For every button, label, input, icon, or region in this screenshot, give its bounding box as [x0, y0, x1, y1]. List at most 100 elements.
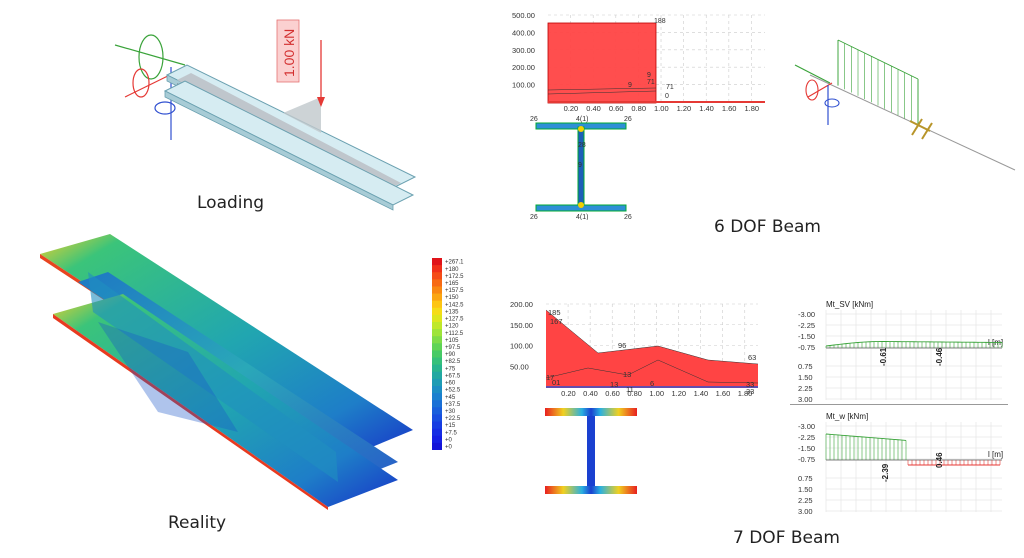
- chart-6dof-y-tick: 100.00: [512, 81, 535, 90]
- mt-w-value-2: 0.46: [935, 452, 944, 468]
- chart-7dof-x-tick: 1.00: [649, 389, 664, 398]
- caption-loading: Loading: [197, 193, 265, 213]
- chart-7dof-point-label: 17: [546, 373, 554, 382]
- section-6dof-label: 26: [530, 214, 538, 220]
- legend-value: +75: [445, 366, 456, 372]
- legend-swatch: [432, 336, 442, 344]
- legend-swatch: [432, 364, 442, 373]
- chart-7dof-x-tick: 1.40: [694, 389, 709, 398]
- legend-swatch: [432, 350, 442, 359]
- chart-7dof-point-label: 33: [746, 380, 754, 389]
- chart-7dof-x-tick: 0.40: [583, 389, 598, 398]
- legend-value: +0: [445, 445, 453, 450]
- legend-swatch: [432, 258, 442, 266]
- legend-swatch: [432, 272, 442, 280]
- chart-7dof: 0.20 0.40 0.60 0.80 1.00 1.20 1.40 1.60 1.80 200.…: [510, 300, 759, 398]
- chart-6dof-x-tick: 0.80: [631, 104, 646, 113]
- legend-value: +45: [445, 395, 456, 401]
- chart-6dof-area: [548, 23, 656, 103]
- caption-6dof: 6 DOF Beam: [714, 217, 821, 237]
- chart-6dof-x-tick: 0.20: [564, 104, 579, 113]
- mt-sv-y-tick: 2.25: [798, 384, 813, 393]
- mt-w-axis: l [m]: [988, 450, 1003, 459]
- legend-swatch: [432, 378, 442, 387]
- legend-value: +120: [445, 324, 459, 330]
- chart-6dof-x-tick: 1.80: [744, 104, 759, 113]
- mt-w-y-tick: -3.00: [798, 422, 815, 431]
- mt-w-value-1: -2.39: [881, 463, 890, 482]
- point-load: 1.00 kN: [276, 19, 325, 133]
- chart-7dof-x-tick: 1.20: [672, 389, 687, 398]
- legend-value: +135: [445, 309, 459, 315]
- legend-swatch: [432, 307, 442, 316]
- mt-sv-y-tick: -1.50: [798, 332, 815, 341]
- chart-6dof-x-tick: 1.60: [722, 104, 737, 113]
- chart-6dof: 0.20 0.40 0.60 0.80 1.00 1.20 1.40 1.60 1.80 500.…: [512, 11, 765, 113]
- legend-swatch: [432, 407, 442, 415]
- chart-6dof-point-label: 71: [666, 84, 674, 91]
- chart-7dof-point-label: 33: [746, 387, 754, 396]
- legend-swatch: [432, 435, 442, 444]
- legend-swatch: [432, 265, 442, 273]
- legend-swatch: [432, 343, 442, 351]
- section-6dof-label: 4(1): [576, 116, 588, 123]
- legend-value: +112.5: [445, 331, 464, 337]
- legend-swatch: [432, 293, 442, 302]
- legend-swatch: [432, 286, 442, 295]
- section-6dof-label: 26: [624, 116, 632, 123]
- mt-w-y-tick: -2.25: [798, 433, 815, 442]
- legend-value: +142.5: [445, 302, 464, 308]
- legend-swatch: [432, 329, 442, 337]
- chart-mt-w: -3.00 -2.25 -1.50 -0.75 0.75 1.50 2.25 3.00 Mt_…: [790, 408, 1014, 516]
- chart-7dof-y-tick: 100.00: [510, 342, 533, 351]
- legend-swatch: [432, 322, 442, 330]
- mt-sv-y-tick: 1.50: [798, 373, 813, 382]
- section-6dof-label: 26: [624, 214, 632, 220]
- chart-7dof-x-tick: 1.80: [738, 389, 753, 398]
- chart-6dof-y-tick: 300.00: [512, 46, 535, 55]
- mt-sv-title: Mt_SV [kNm]: [826, 300, 873, 309]
- chart-7dof-point-label: 01: [552, 378, 560, 387]
- legend-value: +157.5: [445, 288, 464, 294]
- chart-7dof-x-tick: 0.60: [605, 389, 620, 398]
- mt-w-y-tick: 3.00: [798, 507, 813, 516]
- stressed-beam: [40, 234, 413, 510]
- legend-value: +67.5: [445, 373, 461, 379]
- chart-6dof-point-label: 71: [647, 79, 655, 86]
- legend-value: +37.5: [445, 402, 461, 408]
- chart-6dof-point-label: 188: [654, 18, 666, 25]
- chart-6dof-y-tick: 500.00: [512, 11, 535, 20]
- chart-6dof-y-tick: 200.00: [512, 63, 535, 72]
- legend-swatch: [432, 279, 442, 287]
- chart-7dof-point-label: 185: [548, 308, 561, 317]
- chart-7dof-x-tick: 0.80: [627, 389, 642, 398]
- legend-swatch: [432, 442, 442, 451]
- legend-swatch: [432, 371, 442, 380]
- legend-swatch: [432, 400, 442, 408]
- chart-7dof-y-tick: 50.00: [510, 362, 529, 371]
- chart-6dof-x-tick: 1.40: [699, 104, 714, 113]
- legend-value: +127.5: [445, 317, 464, 323]
- section-6dof: 26 4(1) 26 28 9 26 4(1) 26: [530, 116, 632, 220]
- legend-value: +172.5: [445, 274, 464, 280]
- chart-6dof-grid: 0.20 0.40 0.60 0.80 1.00 1.20 1.40 1.60 1.80 500.…: [512, 11, 765, 113]
- chart-6dof-point-label: 0: [665, 93, 669, 100]
- chart-6dof-x-tick: 0.40: [586, 104, 601, 113]
- chart-7dof-point-label: 96: [618, 341, 626, 350]
- loading-beam-figure: 1.00 kN: [114, 19, 417, 211]
- legend-value: +22.5: [445, 416, 461, 422]
- chart-6dof-x-tick: 1.00: [654, 104, 669, 113]
- legend-swatch: [432, 428, 442, 437]
- chart-7dof-x-tick: 1.60: [716, 389, 731, 398]
- stress-legend: +267.1 +180 +172.5 +165 +157.5 +150 +142.5 +135…: [432, 258, 492, 451]
- mt-sv-y-tick: -3.00: [798, 310, 815, 319]
- mt-w-y-tick: 1.50: [798, 485, 813, 494]
- mt-sv-value-2: -0.46: [935, 347, 944, 366]
- mt-sv-y-tick: -2.25: [798, 321, 815, 330]
- chart-7dof-area: [546, 310, 758, 388]
- legend-value: +267.1: [445, 260, 464, 266]
- divider: [790, 404, 1008, 405]
- legend-value: +30: [445, 409, 456, 415]
- legend-swatch: [432, 357, 442, 366]
- legend-value: +165: [445, 281, 459, 287]
